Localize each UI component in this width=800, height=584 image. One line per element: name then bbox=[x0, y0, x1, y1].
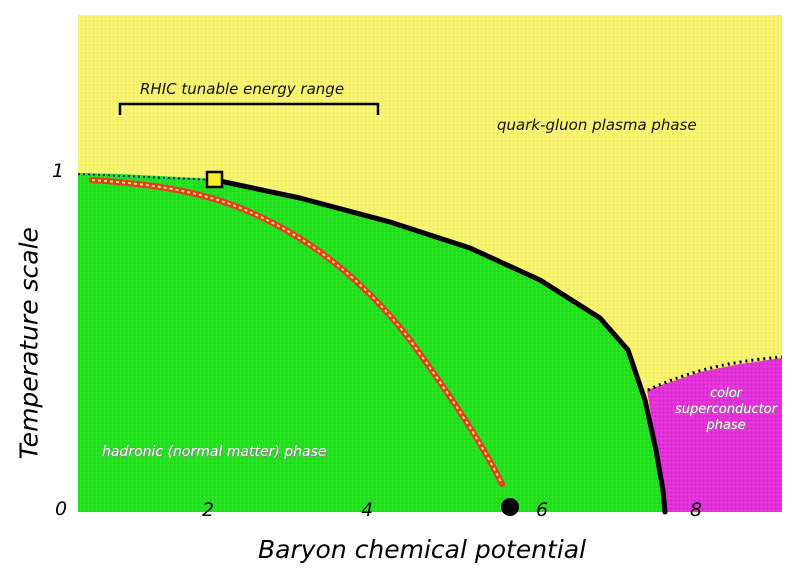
freezeout-curve-dash bbox=[91, 179, 503, 485]
x-tick-8: 8 bbox=[690, 499, 703, 521]
phase-boundary-line bbox=[212, 177, 668, 515]
y-axis-title: Temperature scale bbox=[14, 227, 44, 460]
x-tick-6: 6 bbox=[536, 499, 549, 521]
y-tick-0: 0 bbox=[55, 498, 68, 520]
color-sc-line-1: color bbox=[709, 386, 742, 401]
y-tick-1: 1 bbox=[52, 160, 65, 182]
x-tick-4: 4 bbox=[361, 499, 374, 521]
color-superconductor-region bbox=[647, 358, 782, 512]
rhic-range-bracket bbox=[118, 102, 380, 115]
color-superconductor-label: color superconductor phase bbox=[672, 386, 780, 434]
x-axis-title: Baryon chemical potential bbox=[258, 535, 587, 564]
color-sc-line-2: superconductor bbox=[675, 402, 777, 417]
nuclear-matter-point bbox=[501, 498, 519, 516]
hadronic-phase-label: hadronic (normal matter) phase bbox=[102, 444, 327, 460]
critical-point-marker bbox=[205, 170, 224, 189]
qgp-phase-label: quark-gluon plasma phase bbox=[497, 116, 697, 134]
rhic-range-label: RHIC tunable energy range bbox=[140, 80, 345, 98]
hadronic-region bbox=[78, 173, 665, 512]
x-tick-2: 2 bbox=[202, 499, 215, 521]
color-sc-boundary bbox=[647, 355, 783, 392]
color-sc-line-3: phase bbox=[706, 418, 746, 433]
